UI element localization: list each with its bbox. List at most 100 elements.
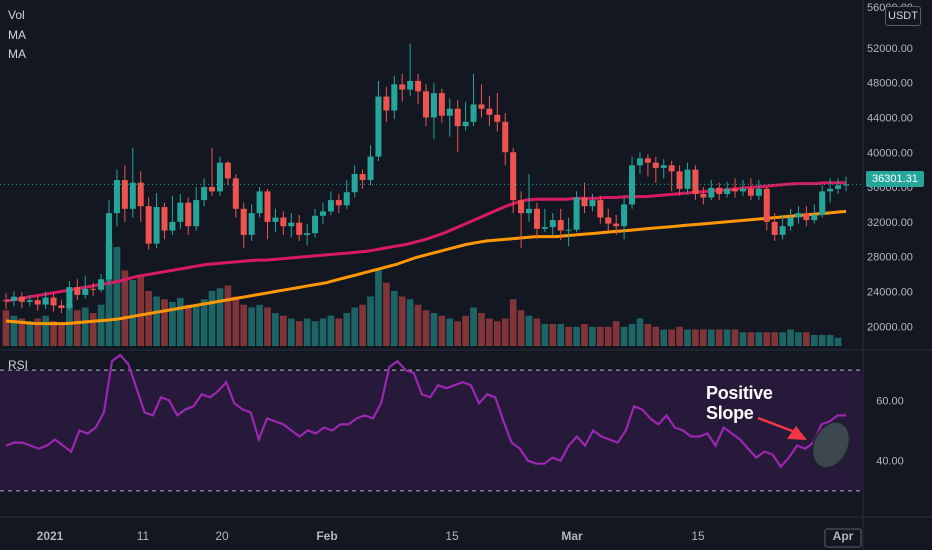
candle-body [264, 191, 271, 222]
volume-bar [66, 304, 73, 346]
volume-bar [398, 296, 406, 346]
candle-body [10, 296, 17, 302]
candle-body [272, 217, 279, 222]
volume-bar [224, 285, 232, 346]
volume-bar [272, 313, 279, 346]
candle-body [375, 96, 382, 157]
candle-body [708, 187, 715, 198]
candle-body [351, 174, 358, 193]
volume-bar [34, 318, 42, 346]
candle-body [161, 207, 168, 231]
candle-body [510, 152, 517, 201]
candle-body [193, 200, 200, 227]
candle-body [613, 223, 620, 227]
volume-bar [620, 326, 628, 346]
volume-bar [248, 307, 255, 346]
volume-bar [573, 326, 580, 346]
time-tick-label: 20 [215, 529, 229, 543]
volume-bar [216, 288, 224, 346]
candle-body [359, 174, 366, 181]
volume-bar [486, 318, 493, 346]
volume-bar [644, 324, 652, 346]
candle-body [145, 206, 152, 244]
volume-bar [169, 302, 176, 346]
candle-body [256, 191, 263, 214]
volume-bar [422, 310, 430, 346]
annotation-line-1: Positive [706, 383, 773, 403]
volume-bar [795, 332, 802, 346]
candle-body [533, 208, 540, 229]
legend-rsi: RSI [8, 358, 29, 372]
volume-bar [597, 326, 604, 346]
volume-bar [192, 304, 200, 346]
candle-body [621, 204, 628, 227]
candle-body [724, 188, 731, 195]
price-tick-label: 52000.00 [867, 43, 913, 55]
candle-body [121, 180, 128, 209]
candle-body [755, 188, 762, 196]
time-tick-label: Apr [833, 529, 854, 543]
volume-bar [525, 315, 533, 346]
currency-badge[interactable]: USDT [885, 6, 921, 26]
volume-bar [771, 332, 779, 346]
candle-body [153, 207, 160, 244]
volume-bar [327, 315, 335, 346]
price-tick-label: 32000.00 [867, 217, 913, 229]
candle-body [113, 180, 120, 214]
time-tick-label: 11 [137, 529, 150, 543]
price-tick-label: 28000.00 [867, 252, 913, 264]
candle-body [478, 104, 485, 109]
annotation-arrow-head [787, 426, 807, 440]
volume-bar [58, 322, 65, 346]
candle-body [232, 178, 239, 209]
volume-bar [692, 329, 699, 346]
candle-body [779, 226, 786, 235]
rsi-band [0, 370, 862, 491]
time-tick-label: 2021 [37, 529, 64, 543]
candle-body [248, 213, 255, 235]
candle-body [644, 158, 651, 163]
volume-bar [470, 307, 477, 346]
candle-body [240, 208, 247, 235]
volume-bar [636, 318, 644, 346]
candle-body [549, 220, 556, 228]
candle-body [668, 165, 675, 172]
candle-body [557, 220, 564, 231]
volume-bar [414, 304, 422, 346]
candle-body [82, 288, 89, 295]
volume-bar [2, 310, 10, 346]
candle-body [732, 188, 739, 192]
volume-bar [161, 299, 168, 346]
volume-bar [787, 329, 794, 346]
volume-bar [287, 318, 295, 346]
volume-bar [438, 315, 446, 346]
annotation-ellipse [811, 421, 851, 469]
volume-bar [367, 296, 374, 346]
volume-bar [731, 329, 739, 346]
candle-body [470, 104, 477, 122]
volume-bar [668, 329, 675, 346]
candle-body [676, 171, 683, 189]
candle-body [747, 188, 754, 196]
ma-fast-line [5, 181, 846, 303]
candle-body [137, 182, 144, 207]
volume-bar [478, 313, 485, 346]
candle-body [98, 279, 105, 290]
time-cursor-box [824, 528, 862, 548]
volume-bar [652, 326, 660, 346]
candle-body [502, 121, 509, 153]
volume-bar [810, 335, 818, 346]
candle-body [106, 213, 113, 280]
volume-bar [517, 310, 525, 346]
candle-body [407, 80, 414, 90]
volume-bar [153, 296, 160, 346]
volume-bar [105, 242, 113, 346]
volume-bar [446, 318, 454, 346]
last-price-tag: 36301.31 [866, 171, 924, 187]
volume-bar [454, 321, 462, 346]
candle-body [565, 229, 572, 231]
volume-bar [335, 318, 343, 346]
candle-body [526, 208, 533, 214]
volume-bar [628, 324, 636, 346]
